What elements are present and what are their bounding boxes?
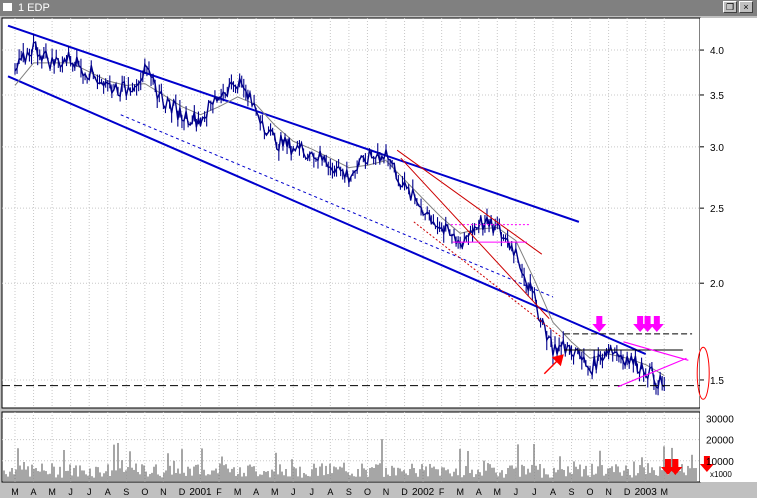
volume-tick-label: 30000: [706, 414, 734, 425]
channel-upper-line: [7, 24, 580, 223]
x-tick-label: A: [31, 487, 37, 497]
x-tick-label: 2003: [635, 487, 658, 498]
x-tick-label: J: [532, 487, 537, 497]
highlight-arrow-icon: [640, 315, 655, 332]
x-tick-label: S: [568, 487, 574, 497]
x-tick-label: M: [661, 487, 669, 497]
triangle-line: [617, 357, 687, 388]
highlight-arrow-icon: [649, 315, 664, 332]
highlight-ellipse: [696, 346, 710, 400]
x-tick-label: J: [310, 487, 315, 497]
window-icon: [3, 3, 12, 11]
volume-arrow-icon: [699, 456, 714, 472]
x-tick-label: J: [87, 487, 92, 497]
highlight-arrow-icon: [592, 315, 607, 332]
highlight-arrow-icon: [633, 315, 648, 332]
close-button[interactable]: ×: [739, 1, 753, 13]
trend-line: [396, 149, 543, 255]
y-tick-label: 1.5: [710, 376, 724, 387]
trend-line: [400, 157, 550, 319]
y-tick-label: 3.5: [710, 91, 724, 102]
volume-arrow-icon: [668, 459, 683, 475]
x-tick-label: N: [383, 487, 390, 497]
x-tick-label: M: [234, 487, 242, 497]
volume-arrow-icon: [660, 459, 675, 475]
x-tick-label: J: [514, 487, 519, 497]
x-tick-label: O: [364, 487, 371, 497]
x-tick-label: N: [605, 487, 612, 497]
x-tick-label: M: [494, 487, 502, 497]
x-tick-label: A: [550, 487, 556, 497]
volume-unit-label: x1000: [710, 470, 732, 479]
price-chart: M A M J J A S O N D 2001 F M A M J J A S O N D 2002 F M A M J J A S O N D…: [1, 17, 757, 498]
y-tick-label: 2.0: [710, 279, 724, 290]
x-tick-label: F: [216, 487, 222, 497]
x-tick-label: S: [123, 487, 129, 497]
x-tick-label: D: [179, 487, 186, 497]
axis-strip: [700, 18, 757, 482]
x-tick-label: A: [253, 487, 259, 497]
restore-button[interactable]: ❐: [723, 1, 737, 13]
x-tick-label: N: [160, 487, 167, 497]
x-tick-label: D: [401, 487, 408, 497]
x-tick-label: F: [439, 487, 445, 497]
x-tick-label: O: [587, 487, 594, 497]
window-title: 1 EDP: [18, 2, 50, 14]
x-tick-label: M: [456, 487, 464, 497]
price-line: [14, 41, 665, 390]
x-tick-label: A: [476, 487, 482, 497]
moving-average-line: [14, 62, 665, 376]
y-tick-label: 3.0: [710, 143, 724, 154]
breakdown-arrow-icon: [543, 354, 564, 375]
x-tick-label: M: [48, 487, 56, 497]
volume-tick-label: 10000: [706, 457, 734, 468]
x-tick-label: D: [624, 487, 631, 497]
x-tick-label: M: [11, 487, 19, 497]
x-tick-label: A: [327, 487, 333, 497]
y-tick-label: 2.5: [710, 204, 724, 215]
trend-line: [413, 221, 563, 339]
title-bar[interactable]: 1 EDP ❐ ×: [0, 0, 757, 16]
x-tick-label: J: [291, 487, 296, 497]
volume-tick-label: 20000: [706, 436, 734, 447]
x-tick-label: S: [346, 487, 352, 497]
x-tick-label: M: [271, 487, 279, 497]
x-tick-label: A: [105, 487, 111, 497]
x-tick-label: O: [141, 487, 148, 497]
channel-mid-line: [120, 114, 554, 298]
triangle-line: [623, 341, 689, 361]
x-tick-label: 2002: [412, 487, 435, 498]
x-tick-label: J: [68, 487, 73, 497]
x-tick-label: 2001: [189, 487, 212, 498]
y-tick-label: 4.0: [710, 46, 724, 57]
